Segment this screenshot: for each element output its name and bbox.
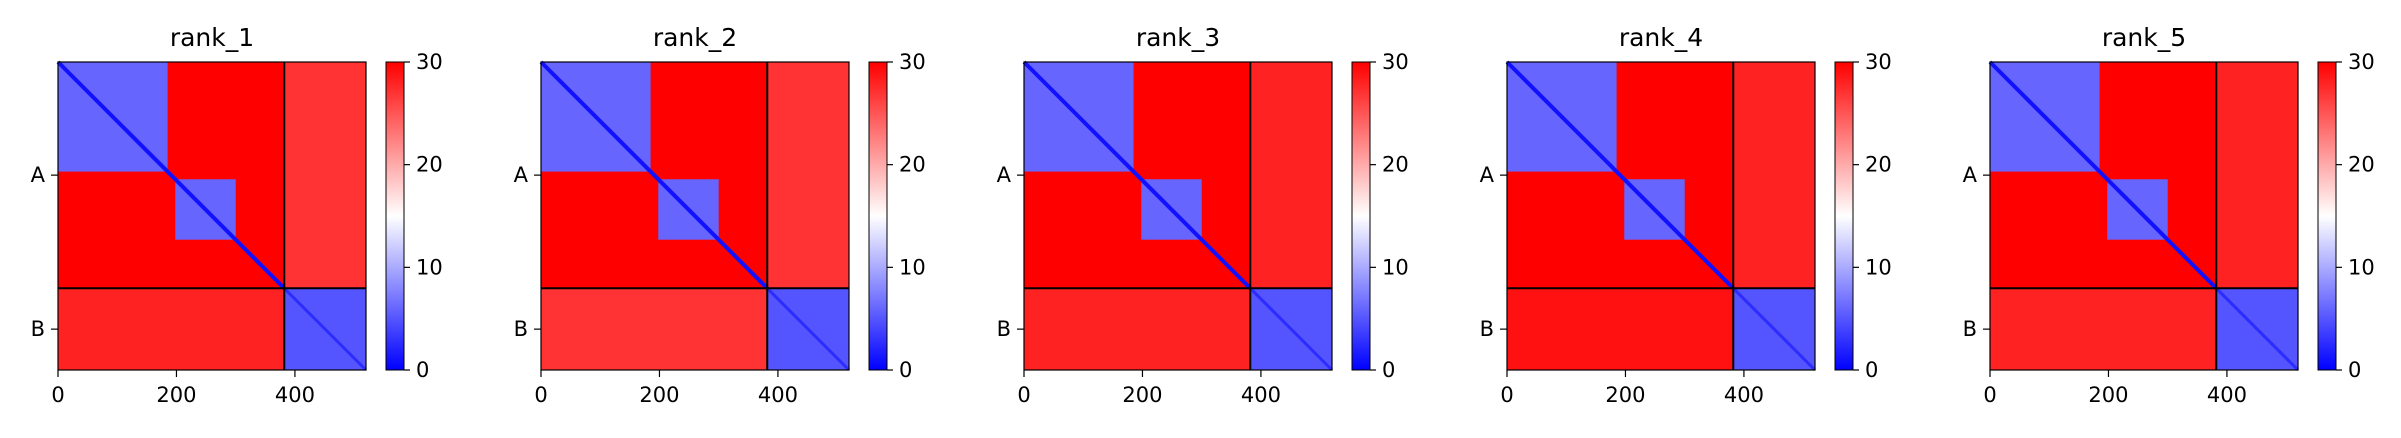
x-tick-label: 200	[1605, 383, 1645, 407]
heatmap-block-ab	[2216, 62, 2298, 289]
axes-frame	[540, 61, 850, 371]
colorbar-tick-label: 0	[1865, 358, 1878, 382]
colorbar	[385, 61, 405, 371]
colorbar-tick-label: 30	[899, 50, 926, 74]
x-tick-label: 200	[2088, 383, 2128, 407]
colorbar-tick-label: 30	[416, 50, 443, 74]
x-tick-label: 0	[1983, 383, 1996, 407]
panel-title: rank_2	[653, 23, 737, 52]
heatmap-diagonal-b	[1249, 287, 1334, 372]
y-tick-label: B	[31, 317, 45, 341]
y-tick-label: A	[1963, 163, 1978, 187]
colorbar-tick-label: 20	[899, 153, 926, 177]
heatmap-diagonal-a	[1988, 60, 2218, 290]
colorbar-tick-label: 0	[416, 358, 429, 382]
pae-panel-2: rank_2 0 200 400 A B 0 10 20 30	[514, 23, 926, 407]
heatmap-diagonal-b	[766, 287, 851, 372]
y-tick-label: A	[1480, 163, 1495, 187]
heatmap-diagonal-b	[283, 287, 368, 372]
colorbar	[2317, 61, 2337, 371]
panel-title: rank_5	[2102, 23, 2186, 52]
pae-panel-5: rank_5 0 200 400 A B 0 10 20 30	[1963, 23, 2375, 407]
x-tick-label: 200	[156, 383, 196, 407]
axes-frame	[1023, 61, 1333, 371]
x-tick-label: 400	[1241, 383, 1281, 407]
y-tick-label: B	[997, 317, 1011, 341]
colorbar-tick-label: 10	[2348, 255, 2375, 279]
axes-frame	[1989, 61, 2299, 371]
x-tick-label: 400	[2207, 383, 2247, 407]
heatmap-diagonal-a	[539, 60, 769, 290]
y-tick-label: B	[514, 317, 528, 341]
y-tick-label: B	[1963, 317, 1977, 341]
colorbar	[1351, 61, 1371, 371]
y-tick-label: A	[31, 163, 46, 187]
heatmap-block-ba	[1024, 288, 1251, 370]
y-tick-label: A	[997, 163, 1012, 187]
colorbar-tick-label: 10	[1865, 255, 1892, 279]
panel-title: rank_1	[170, 23, 254, 52]
heatmap-block-ba	[541, 288, 768, 370]
panel-title: rank_4	[1619, 23, 1703, 52]
y-tick-label: A	[514, 163, 529, 187]
x-tick-label: 400	[758, 383, 798, 407]
colorbar-tick-label: 0	[2348, 358, 2361, 382]
axes-frame	[1506, 61, 1816, 371]
axes-frame	[57, 61, 367, 371]
x-tick-label: 200	[639, 383, 679, 407]
colorbar-tick-label: 20	[1865, 153, 1892, 177]
x-tick-label: 0	[534, 383, 547, 407]
pae-panel-1: rank_1 0 200 400 A B 0 10 20 30	[31, 23, 443, 407]
colorbar-tick-label: 30	[1865, 50, 1892, 74]
panel-title: rank_3	[1136, 23, 1220, 52]
pae-panel-3: rank_3 0 200 400 A B 0 10 20 30	[997, 23, 1409, 407]
colorbar-tick-label: 20	[2348, 153, 2375, 177]
heatmap-diagonal-a	[1505, 60, 1735, 290]
colorbar	[1834, 61, 1854, 371]
y-tick-label: B	[1480, 317, 1494, 341]
heatmap-block-ab	[284, 62, 366, 289]
colorbar-tick-label: 30	[1382, 50, 1409, 74]
x-tick-label: 400	[1724, 383, 1764, 407]
x-tick-label: 400	[275, 383, 315, 407]
colorbar-tick-label: 30	[2348, 50, 2375, 74]
x-tick-label: 0	[1500, 383, 1513, 407]
colorbar-tick-label: 10	[416, 255, 443, 279]
colorbar-tick-label: 0	[899, 358, 912, 382]
heatmap-diagonal-a	[1022, 60, 1252, 290]
colorbar-tick-label: 20	[416, 153, 443, 177]
colorbar-tick-label: 10	[899, 255, 926, 279]
heatmap-diagonal-b	[2215, 287, 2300, 372]
colorbar-tick-label: 10	[1382, 255, 1409, 279]
x-tick-label: 200	[1122, 383, 1162, 407]
colorbar-tick-label: 20	[1382, 153, 1409, 177]
heatmap-block-ba	[58, 288, 285, 370]
heatmap-diagonal-b	[1732, 287, 1817, 372]
x-tick-label: 0	[1017, 383, 1030, 407]
pae-panel-4: rank_4 0 200 400 A B 0 10 20 30	[1480, 23, 1892, 407]
heatmap-block-ab	[1733, 62, 1815, 289]
heatmap-block-ab	[1250, 62, 1332, 289]
colorbar-tick-label: 0	[1382, 358, 1395, 382]
heatmap-diagonal-a	[56, 60, 286, 290]
x-tick-label: 0	[51, 383, 64, 407]
heatmap-block-ba	[1507, 288, 1734, 370]
heatmap-block-ba	[1990, 288, 2217, 370]
colorbar	[868, 61, 888, 371]
heatmap-block-ab	[767, 62, 849, 289]
